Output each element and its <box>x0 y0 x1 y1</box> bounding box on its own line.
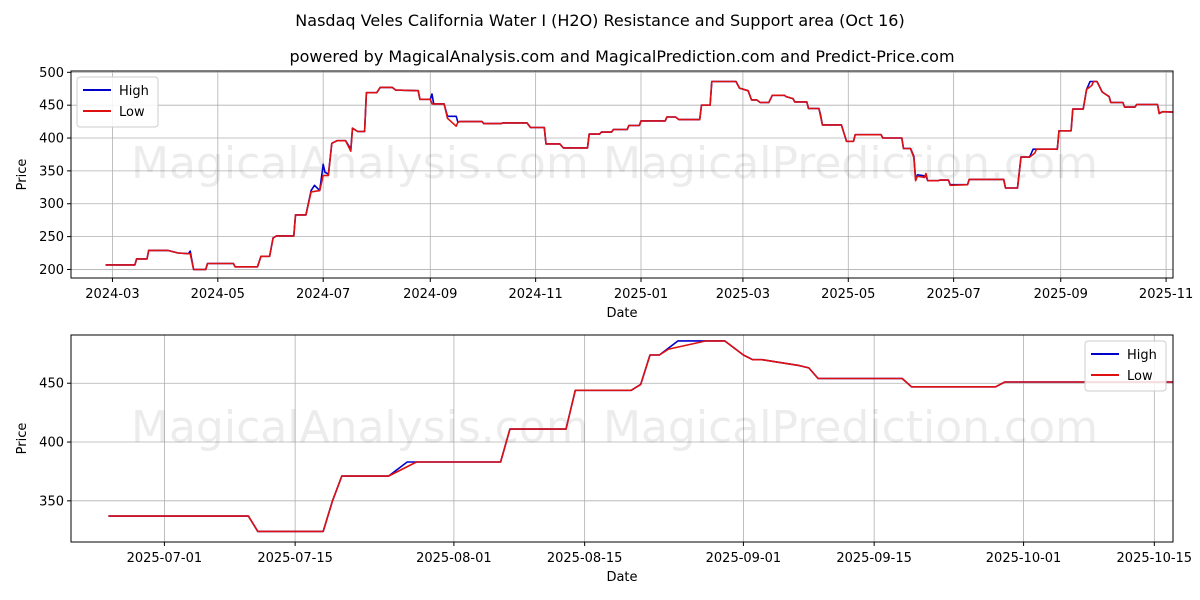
chart-title: Nasdaq Veles California Water I (H2O) Re… <box>295 11 904 30</box>
bottom-ytick-label: 350 <box>39 494 64 509</box>
top-y-axis-label: Price <box>15 159 30 191</box>
bottom-legend-label-high: High <box>1127 348 1157 363</box>
top-xtick-label: 2025-05 <box>821 287 875 302</box>
top-watermark: MagicalAnalysis.com <box>131 138 589 189</box>
bottom-panel: MagicalAnalysis.com MagicalPrediction.com… <box>15 334 1193 585</box>
top-xtick-label: 2024-03 <box>85 287 139 302</box>
bottom-ytick-label: 400 <box>39 436 64 451</box>
top-ytick-label: 400 <box>39 132 64 147</box>
bottom-plot-frame <box>70 334 1174 543</box>
top-watermark: MagicalPrediction.com <box>603 138 1098 189</box>
bottom-xtick-label: 2025-07-15 <box>257 551 333 566</box>
bottom-xtick-label: 2025-10-01 <box>986 551 1062 566</box>
bottom-watermark: MagicalAnalysis.com <box>131 402 589 453</box>
top-xtick-label: 2024-11 <box>508 287 562 302</box>
top-xtick-label: 2024-09 <box>403 287 457 302</box>
bottom-ytick-label: 450 <box>39 377 64 392</box>
top-ytick-label: 300 <box>39 197 64 212</box>
top-legend-label-high: High <box>119 84 149 99</box>
bottom-xtick-label: 2025-09-01 <box>706 551 782 566</box>
bottom-legend: High Low <box>1084 340 1167 392</box>
top-xtick-label: 2024-05 <box>191 287 245 302</box>
top-ytick-label: 450 <box>39 99 64 114</box>
bottom-series-low-line <box>108 340 1173 533</box>
bottom-xtick-label: 2025-10-15 <box>1117 551 1193 566</box>
top-panel: MagicalAnalysis.com MagicalPrediction.com… <box>15 66 1193 321</box>
bottom-legend-label-low: Low <box>1127 369 1153 384</box>
top-xtick-label: 2025-11 <box>1139 287 1193 302</box>
top-xtick-label: 2025-01 <box>614 287 668 302</box>
top-xtick-label: 2025-09 <box>1034 287 1088 302</box>
top-ytick-label: 250 <box>39 230 64 245</box>
chart-subtitle: powered by MagicalAnalysis.com and Magic… <box>289 47 954 66</box>
top-legend: High Low <box>76 76 159 128</box>
top-ytick-label: 350 <box>39 164 64 179</box>
top-plot-frame <box>70 70 1174 279</box>
top-ytick-label: 200 <box>39 263 64 278</box>
top-xtick-label: 2024-07 <box>296 287 350 302</box>
top-ytick-label: 500 <box>39 66 64 81</box>
top-xtick-label: 2025-03 <box>716 287 770 302</box>
bottom-xtick-label: 2025-09-15 <box>836 551 912 566</box>
top-legend-label-low: Low <box>119 105 145 120</box>
bottom-x-axis-label: Date <box>606 570 637 585</box>
top-x-axis-label: Date <box>606 306 637 321</box>
bottom-xtick-label: 2025-07-01 <box>127 551 203 566</box>
top-xtick-label: 2025-07 <box>926 287 980 302</box>
bottom-watermark: MagicalPrediction.com <box>603 402 1098 453</box>
top-series-low-line <box>105 80 1173 271</box>
bottom-xtick-label: 2025-08-15 <box>547 551 623 566</box>
bottom-xtick-label: 2025-08-01 <box>416 551 492 566</box>
bottom-y-axis-label: Price <box>15 423 30 455</box>
